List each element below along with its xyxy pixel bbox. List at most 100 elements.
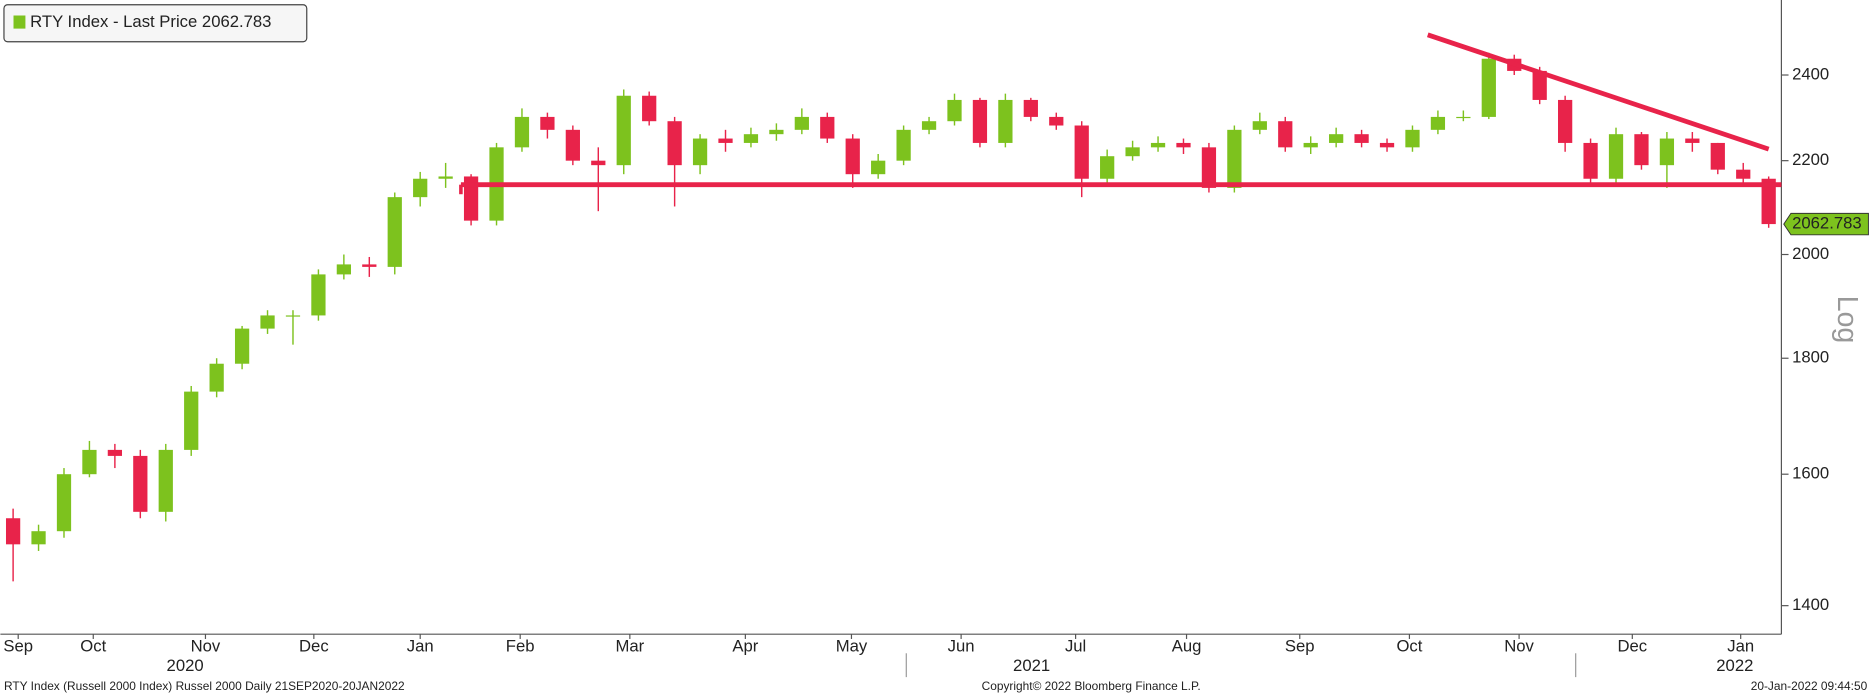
x-tick-label: Sep bbox=[1285, 637, 1315, 656]
x-tick-label: Oct bbox=[1396, 637, 1422, 656]
x-tick-label: Jul bbox=[1065, 637, 1086, 656]
candle-body bbox=[1456, 116, 1471, 119]
candle-body bbox=[311, 274, 326, 316]
legend-label: RTY Index - Last Price 2062.783 bbox=[30, 12, 271, 31]
candle-body bbox=[184, 391, 199, 450]
candle-body bbox=[820, 116, 835, 139]
candle-body bbox=[234, 328, 250, 364]
candle-body bbox=[998, 99, 1013, 143]
candle-body bbox=[1532, 70, 1547, 100]
y-tick-label: 2400 bbox=[1792, 64, 1829, 83]
candle-body bbox=[1405, 129, 1420, 148]
year-label: 2021 bbox=[1013, 656, 1050, 675]
x-tick-label: Jun bbox=[948, 637, 975, 656]
candle-body bbox=[133, 455, 148, 512]
candle-body bbox=[1710, 142, 1725, 170]
trendline bbox=[1426, 32, 1770, 152]
legend-box bbox=[3, 4, 308, 43]
x-tick-label: Nov bbox=[1504, 637, 1534, 656]
candle-body bbox=[158, 449, 173, 512]
candle-body bbox=[947, 99, 962, 122]
candle-body bbox=[642, 95, 657, 122]
x-tick-label: Jan bbox=[1727, 637, 1754, 656]
y-axis-label: Log bbox=[1831, 296, 1863, 344]
candle-body bbox=[387, 197, 402, 267]
y-tick-label: 2000 bbox=[1792, 244, 1829, 263]
candle-body bbox=[1685, 138, 1700, 143]
x-tick-label: Sep bbox=[3, 637, 33, 656]
x-tick-label: Apr bbox=[732, 637, 758, 656]
candle-body bbox=[1634, 134, 1649, 166]
candle-body bbox=[1558, 99, 1573, 143]
x-tick-label: Dec bbox=[1617, 637, 1647, 656]
candle-body bbox=[540, 116, 555, 130]
candle-body bbox=[1252, 121, 1267, 130]
x-tick-label: Dec bbox=[299, 637, 329, 656]
candle-body bbox=[794, 116, 809, 130]
candle-body bbox=[56, 474, 72, 532]
x-tick-label: Jan bbox=[407, 637, 434, 656]
x-tick-label: Mar bbox=[615, 637, 644, 656]
candle-body bbox=[718, 138, 733, 143]
y-tick-label: 1400 bbox=[1792, 595, 1829, 614]
candle-body bbox=[743, 134, 759, 143]
y-tick-label: 1800 bbox=[1792, 348, 1829, 367]
candle-body bbox=[463, 176, 479, 221]
candle-body bbox=[1100, 156, 1115, 179]
candle-body bbox=[31, 531, 46, 545]
x-tick-label: Feb bbox=[506, 637, 535, 656]
candle-body bbox=[514, 116, 530, 148]
candle-body bbox=[1583, 142, 1598, 179]
legend-swatch bbox=[13, 15, 26, 29]
candle-body bbox=[438, 176, 453, 179]
candle-body bbox=[260, 315, 275, 329]
candle-body bbox=[896, 129, 911, 161]
candle-body bbox=[565, 129, 580, 161]
candle-body bbox=[1125, 147, 1140, 157]
candle-body bbox=[871, 160, 886, 175]
candle-body bbox=[1379, 142, 1395, 148]
footer-right: 20-Jan-2022 09:44:50 bbox=[1751, 679, 1868, 693]
candle-body bbox=[1074, 125, 1089, 179]
candle-body bbox=[5, 518, 21, 545]
last-price-label: 2062.783 bbox=[1792, 213, 1862, 232]
candle-body bbox=[82, 449, 97, 475]
x-tick-label: Nov bbox=[191, 637, 221, 656]
candle-body bbox=[769, 129, 784, 135]
candle-body bbox=[1023, 99, 1038, 117]
candle-body bbox=[1354, 134, 1369, 143]
year-label: 2022 bbox=[1716, 656, 1753, 675]
y-tick-label: 1600 bbox=[1792, 464, 1829, 483]
candle-body bbox=[336, 264, 351, 275]
candle-body bbox=[692, 138, 708, 166]
candle-body bbox=[616, 95, 631, 166]
candle-body bbox=[1278, 121, 1293, 148]
candle-body bbox=[107, 449, 123, 456]
candle-body bbox=[845, 138, 860, 175]
candle-body bbox=[209, 363, 224, 392]
candle-body bbox=[1176, 142, 1191, 148]
candle-body bbox=[1761, 178, 1776, 225]
candle-body bbox=[285, 315, 301, 317]
footer-center: Copyright© 2022 Bloomberg Finance L.P. bbox=[982, 679, 1201, 693]
candle-body bbox=[1201, 147, 1217, 188]
x-tick-label: Aug bbox=[1172, 637, 1202, 656]
candle-body bbox=[1608, 134, 1624, 179]
candle-body bbox=[667, 121, 682, 166]
candle-body bbox=[921, 121, 937, 130]
y-tick-label: 2200 bbox=[1792, 150, 1829, 169]
candle-body bbox=[362, 264, 377, 267]
candle-body bbox=[1227, 129, 1242, 188]
candle-body bbox=[972, 99, 988, 143]
candle-body bbox=[1481, 58, 1496, 117]
candle-body bbox=[1659, 138, 1675, 166]
candle-body bbox=[413, 178, 428, 198]
footer-left: RTY Index (Russell 2000 Index) Russel 20… bbox=[4, 679, 405, 693]
x-tick-label: May bbox=[836, 637, 868, 656]
last-price-tag bbox=[1783, 212, 1869, 236]
candle-body bbox=[1150, 142, 1166, 148]
candle-body bbox=[1329, 134, 1344, 143]
candle-body bbox=[1736, 169, 1751, 179]
year-label: 2020 bbox=[167, 656, 204, 675]
